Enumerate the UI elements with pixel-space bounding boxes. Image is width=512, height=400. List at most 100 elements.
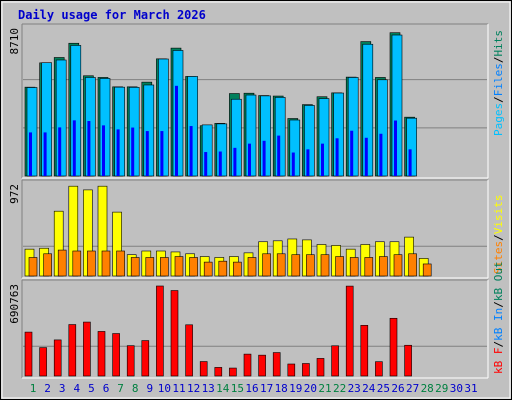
pages-bar-day-13 — [204, 152, 208, 176]
pages-bar-day-10 — [160, 131, 164, 176]
x-tick-day-20: 20 — [304, 382, 317, 395]
sites-bar-day-11 — [174, 256, 184, 277]
kb-bar-day-10 — [156, 285, 164, 377]
y-max-label-visits: 972 — [8, 184, 21, 204]
pages-bar-day-9 — [145, 131, 149, 176]
x-tick-day-19: 19 — [289, 382, 302, 395]
y-max-label-kb: 690763 — [8, 284, 21, 324]
legend-sites: Sites — [492, 241, 505, 274]
legend-hits: Hits — [492, 30, 505, 57]
x-tick-day-16: 16 — [245, 382, 258, 395]
x-tick-day-3: 3 — [59, 382, 66, 395]
pages-bar-day-18 — [277, 135, 281, 176]
sites-bar-day-10 — [160, 257, 169, 277]
sites-bar-day-9 — [145, 257, 155, 277]
pages-bar-day-25 — [379, 133, 383, 176]
kb-bar-day-25 — [375, 361, 383, 377]
x-tick-day-12: 12 — [187, 382, 200, 395]
sites-bar-day-24 — [364, 257, 374, 277]
sites-bar-day-23 — [349, 257, 359, 277]
kb-bar-day-17 — [258, 354, 266, 377]
sites-bar-day-2 — [43, 253, 52, 277]
kb-bar-day-20 — [302, 363, 310, 377]
x-tick-day-30: 30 — [450, 382, 463, 395]
legend-visits: Visits — [492, 195, 505, 235]
pages-bar-day-4 — [72, 120, 76, 176]
pages-bar-day-3 — [58, 127, 62, 176]
kb-bar-day-18 — [272, 352, 281, 377]
pages-bar-day-5 — [87, 121, 91, 176]
x-tick-day-9: 9 — [146, 382, 153, 395]
x-tick-day-23: 23 — [348, 382, 361, 395]
x-tick-day-29: 29 — [435, 382, 448, 395]
x-tick-day-18: 18 — [275, 382, 288, 395]
x-tick-day-26: 26 — [391, 382, 404, 395]
sites-bar-day-14 — [218, 260, 228, 277]
pages-bar-day-16 — [248, 143, 251, 176]
pages-bar-day-15 — [233, 147, 237, 176]
sites-bar-day-26 — [393, 254, 403, 277]
sites-bar-day-7 — [116, 250, 125, 277]
kb-bar-day-14 — [214, 367, 223, 377]
kb-bar-day-12 — [185, 324, 193, 377]
sites-bar-day-3 — [57, 249, 67, 277]
kb-bar-day-13 — [199, 361, 208, 377]
kb-bar-day-27 — [404, 344, 412, 377]
kb-bar-day-6 — [97, 331, 106, 377]
legend-kb-f: kB F — [492, 348, 505, 375]
kb-panel — [22, 280, 488, 378]
sites-bar-day-12 — [189, 257, 198, 277]
sites-bar-day-28 — [422, 263, 432, 277]
pages-bar-day-11 — [175, 85, 178, 176]
sites-bar-day-20 — [306, 254, 315, 277]
x-tick-day-25: 25 — [377, 382, 390, 395]
sites-bar-day-6 — [101, 250, 111, 277]
x-tick-day-6: 6 — [103, 382, 110, 395]
x-tick-day-27: 27 — [406, 382, 419, 395]
pages-bar-day-17 — [262, 140, 266, 176]
kb-bar-day-22 — [331, 345, 339, 377]
kb-bar-day-7 — [112, 333, 120, 377]
kb-bar-day-15 — [229, 367, 237, 377]
sites-bar-day-17 — [262, 253, 271, 277]
pages-bar-day-2 — [43, 132, 47, 176]
pages-bar-day-23 — [350, 130, 354, 176]
kb-bar-day-23 — [345, 285, 354, 377]
sites-bar-day-27 — [408, 253, 417, 277]
x-tick-day-13: 13 — [202, 382, 215, 395]
pages-bar-day-21 — [321, 143, 324, 176]
x-tick-day-22: 22 — [333, 382, 346, 395]
kb-bar-day-5 — [83, 321, 91, 377]
pages-bar-day-24 — [364, 137, 368, 176]
x-tick-day-7: 7 — [117, 382, 124, 395]
pages-bar-day-19 — [291, 152, 295, 176]
pages-bar-day-20 — [306, 149, 310, 176]
legend-hits-files-pages: Pages/Files/Hits — [492, 30, 505, 136]
pages-bar-day-1 — [29, 132, 32, 176]
kb-bar-day-16 — [243, 353, 252, 377]
sites-bar-day-18 — [276, 253, 286, 277]
kb-bar-day-21 — [316, 358, 325, 377]
kb-bar-day-3 — [53, 339, 62, 377]
kb-bar-day-9 — [141, 340, 150, 377]
x-tick-day-14: 14 — [216, 382, 230, 395]
sites-bar-day-5 — [87, 250, 96, 277]
pages-bar-day-8 — [131, 127, 135, 176]
kb-bar-day-2 — [39, 347, 47, 377]
pages-bar-day-14 — [218, 151, 222, 176]
x-tick-day-5: 5 — [88, 382, 95, 395]
pages-bar-day-6 — [102, 125, 105, 176]
pages-bar-day-22 — [335, 138, 339, 176]
x-tick-day-21: 21 — [318, 382, 331, 395]
x-tick-day-17: 17 — [260, 382, 273, 395]
x-tick-day-10: 10 — [158, 382, 171, 395]
legend-sites-visits: Sites/Visits — [492, 195, 505, 275]
x-tick-day-31: 31 — [464, 382, 477, 395]
x-tick-day-8: 8 — [132, 382, 139, 395]
kb-bar-day-4 — [68, 324, 77, 377]
sites-bar-day-8 — [130, 257, 140, 277]
kb-bar-day-26 — [389, 317, 398, 377]
x-tick-day-1: 1 — [30, 382, 37, 395]
